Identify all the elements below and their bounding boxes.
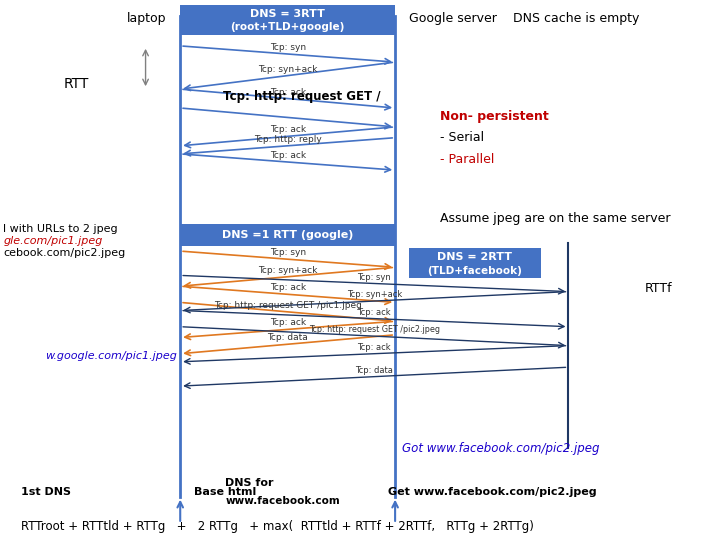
Text: Tcp: ack: Tcp: ack xyxy=(358,308,391,316)
Text: RTT: RTT xyxy=(63,77,89,91)
Text: Tcp: ack: Tcp: ack xyxy=(269,151,306,160)
Text: Tcp: http: request GET /: Tcp: http: request GET / xyxy=(222,90,380,103)
Text: Got www.facebook.com/pic2.jpeg: Got www.facebook.com/pic2.jpeg xyxy=(402,442,600,455)
Text: DNS = 2RTT: DNS = 2RTT xyxy=(437,252,513,262)
Text: 1st DNS: 1st DNS xyxy=(21,488,71,497)
Text: Tcp: syn+ack: Tcp: syn+ack xyxy=(347,290,402,299)
Text: l with URLs to 2 jpeg: l with URLs to 2 jpeg xyxy=(4,225,118,234)
Text: Tcp: syn+ack: Tcp: syn+ack xyxy=(258,266,318,275)
Text: DNS = 3RTT: DNS = 3RTT xyxy=(251,9,325,19)
Text: Tcp: syn+ack: Tcp: syn+ack xyxy=(258,65,318,73)
Text: Tcp: http: reply: Tcp: http: reply xyxy=(253,135,322,144)
Text: laptop: laptop xyxy=(127,12,166,25)
Text: Tcp: data: Tcp: data xyxy=(267,333,308,342)
Bar xyxy=(180,5,395,35)
Bar xyxy=(180,224,395,246)
Text: Tcp: ack: Tcp: ack xyxy=(269,319,306,327)
Text: DNS for: DNS for xyxy=(225,478,274,488)
Text: Google server: Google server xyxy=(409,12,497,25)
Text: Get www.facebook.com/pic2.jpeg: Get www.facebook.com/pic2.jpeg xyxy=(388,488,597,497)
Text: w.google.com/pic1.jpeg: w.google.com/pic1.jpeg xyxy=(45,352,176,361)
Text: Tcp: syn: Tcp: syn xyxy=(357,273,391,281)
Text: Tcp: http: request GET /pic1.jpeg: Tcp: http: request GET /pic1.jpeg xyxy=(214,301,361,310)
Text: cebook.com/pic2.jpeg: cebook.com/pic2.jpeg xyxy=(4,248,126,258)
Text: Base html: Base html xyxy=(194,488,256,497)
Text: Assume jpeg are on the same server: Assume jpeg are on the same server xyxy=(440,212,670,225)
Text: Tcp: ack: Tcp: ack xyxy=(269,125,306,134)
Text: Non- persistent: Non- persistent xyxy=(440,110,549,123)
Text: Tcp: ack: Tcp: ack xyxy=(269,87,306,97)
Text: (TLD+facebook): (TLD+facebook) xyxy=(428,266,522,276)
Text: Tcp: ack: Tcp: ack xyxy=(358,343,391,352)
Text: Tcp: ack: Tcp: ack xyxy=(269,284,306,292)
Text: www.facebook.com: www.facebook.com xyxy=(225,496,340,506)
Text: Tcp: syn: Tcp: syn xyxy=(269,248,306,257)
Text: - Serial: - Serial xyxy=(440,131,485,144)
Text: RTTroot + RTTtld + RTTg   +   2 RTTg   + max(  RTTtld + RTTf + 2RTTf,   RTTg + 2: RTTroot + RTTtld + RTTg + 2 RTTg + max( … xyxy=(21,520,534,533)
Text: (root+TLD+google): (root+TLD+google) xyxy=(230,22,345,32)
Text: - Parallel: - Parallel xyxy=(440,153,495,166)
Text: DNS =1 RTT (google): DNS =1 RTT (google) xyxy=(222,230,354,240)
Text: DNS cache is empty: DNS cache is empty xyxy=(513,12,639,25)
Bar xyxy=(409,248,541,278)
Text: RTTf: RTTf xyxy=(644,282,672,295)
Text: gle.com/pic1.jpeg: gle.com/pic1.jpeg xyxy=(4,237,103,246)
Text: Tcp: http: request GET /pic2.jpeg: Tcp: http: request GET /pic2.jpeg xyxy=(309,325,440,334)
Text: Tcp: data: Tcp: data xyxy=(356,366,393,375)
Text: Tcp: syn: Tcp: syn xyxy=(269,43,306,52)
